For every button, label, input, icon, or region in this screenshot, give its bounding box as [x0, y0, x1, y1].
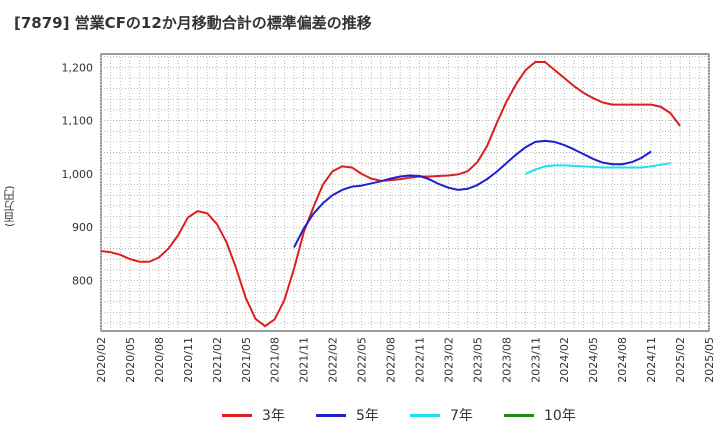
x-tick-label: 2021/08 [269, 337, 282, 383]
series-3y-line [100, 60, 681, 328]
x-tick-label: 2024/08 [616, 337, 629, 383]
legend-label-5y: 5年 [356, 408, 379, 424]
x-tick-label: 2022/08 [385, 337, 398, 383]
chart-title: [7879] 営業CFの12か月移動合計の標準偏差の推移 [14, 14, 372, 32]
y-tick-label: 900 [72, 221, 93, 234]
x-tick-label: 2020/11 [182, 337, 195, 383]
y-tick-label: 1,000 [62, 168, 94, 181]
series-5y-line [293, 139, 652, 248]
legend-label-3y: 3年 [262, 408, 285, 424]
x-tick-label: 2020/05 [124, 337, 137, 383]
legend-swatch-10y [504, 413, 534, 417]
x-tick-label: 2024/05 [587, 337, 600, 383]
x-tick-label: 2024/02 [558, 337, 571, 383]
legend-swatch-3y [222, 413, 252, 417]
x-tick-label: 2023/05 [471, 337, 484, 383]
series-7y-line [525, 162, 671, 175]
x-tick-label: 2020/02 [95, 337, 108, 383]
x-tick-label: 2022/02 [327, 337, 340, 383]
y-tick-label: 1,100 [62, 115, 94, 128]
x-tick-label: 2025/02 [674, 337, 687, 383]
x-tick-label: 2023/08 [500, 337, 513, 383]
legend: 3年 5年 7年 10年 [0, 402, 720, 428]
legend-item-7y[interactable]: 7年 [410, 402, 473, 428]
x-tick-label: 2020/08 [153, 337, 166, 383]
legend-item-3y[interactable]: 3年 [222, 402, 285, 428]
x-tick-label: 2022/11 [413, 337, 426, 383]
x-tick-label: 2024/11 [645, 337, 658, 383]
legend-item-10y[interactable]: 10年 [504, 402, 576, 428]
legend-label-10y: 10年 [544, 408, 576, 424]
y-tick-label: 800 [72, 274, 93, 287]
line-chart: 800 900 1,000 1,100 1,200 2020/02 2020/05 2020/… [62, 53, 716, 383]
legend-item-5y[interactable]: 5年 [316, 402, 379, 428]
legend-swatch-5y [316, 413, 346, 417]
x-tick-label: 2023/02 [442, 337, 455, 383]
x-tick-label: 2021/02 [211, 337, 224, 383]
x-tick-label: 2023/11 [529, 337, 542, 383]
y-tick-label: 1,200 [62, 61, 94, 74]
legend-swatch-7y [410, 413, 440, 417]
x-tick-label: 2021/11 [298, 337, 311, 383]
x-tick-label: 2021/05 [240, 337, 253, 383]
x-tick-label: 2025/05 [703, 337, 716, 383]
plot-area [100, 53, 710, 332]
legend-label-7y: 7年 [450, 408, 473, 424]
x-tick-label: 2022/05 [356, 337, 369, 383]
